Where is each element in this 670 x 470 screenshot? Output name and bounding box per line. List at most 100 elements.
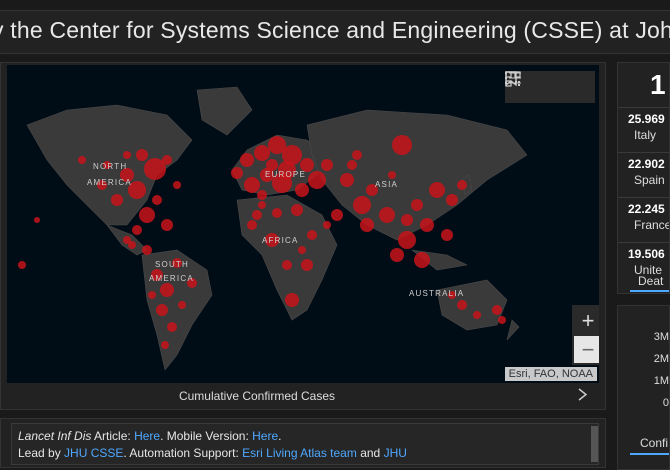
- y-tick-label: 1M: [653, 375, 669, 387]
- case-bubble[interactable]: [272, 208, 282, 218]
- case-bubble[interactable]: [156, 304, 168, 316]
- case-bubble[interactable]: [34, 217, 40, 223]
- case-bubble[interactable]: [301, 259, 313, 271]
- case-bubble[interactable]: [260, 168, 274, 182]
- case-bubble[interactable]: [178, 301, 186, 309]
- case-bubble[interactable]: [18, 261, 26, 269]
- case-bubble[interactable]: [123, 151, 131, 159]
- case-bubble[interactable]: [78, 156, 86, 164]
- case-bubble[interactable]: [240, 153, 254, 167]
- case-bubble[interactable]: [353, 196, 371, 214]
- case-bubble[interactable]: [231, 167, 243, 179]
- case-bubble[interactable]: [307, 230, 317, 240]
- case-bubble[interactable]: [144, 158, 166, 180]
- case-bubble[interactable]: [162, 155, 172, 165]
- case-bubble[interactable]: [390, 248, 404, 262]
- case-bubble[interactable]: [388, 171, 396, 179]
- case-bubble[interactable]: [151, 269, 163, 281]
- country-name: Unite: [634, 263, 663, 277]
- case-bubble[interactable]: [258, 201, 266, 209]
- zoom-in-button[interactable]: +: [581, 307, 595, 333]
- list-item[interactable]: 25.969 Italy: [618, 107, 669, 152]
- case-bubble[interactable]: [379, 207, 395, 223]
- case-bubble[interactable]: [300, 158, 314, 172]
- tab-deaths[interactable]: Deat: [630, 270, 669, 292]
- case-bubble[interactable]: [161, 341, 169, 349]
- list-item[interactable]: 19.506 Unite: [618, 242, 669, 287]
- case-bubble[interactable]: [111, 194, 123, 206]
- case-bubble[interactable]: [291, 204, 303, 216]
- case-bubble[interactable]: [254, 145, 270, 161]
- next-layer-icon[interactable]: [578, 388, 588, 404]
- case-bubble[interactable]: [347, 160, 357, 170]
- zoom-out-button[interactable]: −: [574, 336, 599, 363]
- case-bubble[interactable]: [441, 229, 453, 241]
- case-bubble[interactable]: [265, 233, 279, 247]
- footer-scrollbar[interactable]: [591, 426, 598, 462]
- case-bubble[interactable]: [321, 159, 333, 171]
- case-bubble[interactable]: [132, 225, 142, 235]
- case-bubble[interactable]: [244, 177, 260, 193]
- case-bubble[interactable]: [352, 150, 362, 160]
- case-bubble[interactable]: [160, 283, 174, 297]
- case-bubble[interactable]: [266, 159, 278, 171]
- case-bubble[interactable]: [340, 173, 354, 187]
- case-bubble[interactable]: [152, 195, 162, 205]
- case-bubble[interactable]: [308, 171, 326, 189]
- case-bubble[interactable]: [446, 194, 458, 206]
- case-bubble[interactable]: [492, 305, 502, 315]
- mobile-version-link[interactable]: Here: [252, 429, 279, 443]
- case-bubble[interactable]: [285, 293, 299, 307]
- list-icon[interactable]: [505, 72, 561, 98]
- case-bubble[interactable]: [247, 220, 257, 230]
- case-bubble[interactable]: [139, 207, 155, 223]
- case-bubble[interactable]: [282, 145, 302, 165]
- case-bubble[interactable]: [136, 149, 148, 161]
- esri-living-atlas-link[interactable]: Esri Living Atlas team: [242, 446, 357, 460]
- case-bubble[interactable]: [257, 190, 267, 200]
- case-bubble[interactable]: [398, 231, 416, 249]
- case-bubble[interactable]: [401, 214, 413, 226]
- case-bubble[interactable]: [392, 135, 412, 155]
- case-bubble[interactable]: [128, 181, 146, 199]
- case-bubble[interactable]: [161, 219, 173, 231]
- case-bubble[interactable]: [278, 161, 296, 179]
- case-bubble[interactable]: [142, 245, 152, 255]
- case-bubble[interactable]: [282, 260, 292, 270]
- case-bubble[interactable]: [252, 210, 262, 220]
- case-bubble[interactable]: [331, 209, 343, 221]
- case-bubble[interactable]: [323, 221, 331, 229]
- case-bubble[interactable]: [498, 316, 506, 324]
- list-item[interactable]: 22.245 France: [618, 197, 669, 242]
- case-bubble[interactable]: [414, 252, 430, 268]
- case-bubble[interactable]: [128, 241, 136, 249]
- case-bubble[interactable]: [148, 291, 156, 299]
- case-bubble[interactable]: [298, 246, 306, 254]
- case-bubble[interactable]: [295, 183, 309, 197]
- tab-confirmed[interactable]: Confi: [630, 436, 669, 455]
- case-bubble[interactable]: [97, 180, 107, 190]
- case-bubble[interactable]: [448, 291, 456, 299]
- jhu-link[interactable]: JHU: [383, 446, 407, 460]
- case-bubble[interactable]: [173, 181, 181, 189]
- jhu-csse-link[interactable]: JHU CSSE: [64, 446, 124, 460]
- case-bubble[interactable]: [429, 182, 445, 198]
- list-item[interactable]: 22.902 Spain: [618, 152, 669, 197]
- case-bubble[interactable]: [120, 168, 134, 182]
- case-bubble[interactable]: [268, 136, 286, 154]
- case-bubble[interactable]: [123, 236, 131, 244]
- case-bubble[interactable]: [360, 218, 374, 232]
- case-bubble[interactable]: [187, 278, 197, 288]
- case-bubble[interactable]: [411, 199, 423, 211]
- case-bubble[interactable]: [167, 322, 177, 332]
- qr-code-icon[interactable]: [505, 71, 591, 98]
- case-bubble[interactable]: [366, 184, 378, 196]
- case-bubble[interactable]: [103, 161, 111, 169]
- case-bubble[interactable]: [457, 300, 467, 310]
- article-link[interactable]: Here: [134, 429, 161, 443]
- case-bubble[interactable]: [420, 218, 434, 232]
- case-bubble[interactable]: [172, 258, 182, 268]
- world-map[interactable]: NORTH AMERICA EUROPE ASIA AFRICA SOUTH A…: [7, 65, 599, 383]
- case-bubble[interactable]: [473, 311, 481, 319]
- case-bubble[interactable]: [457, 180, 467, 190]
